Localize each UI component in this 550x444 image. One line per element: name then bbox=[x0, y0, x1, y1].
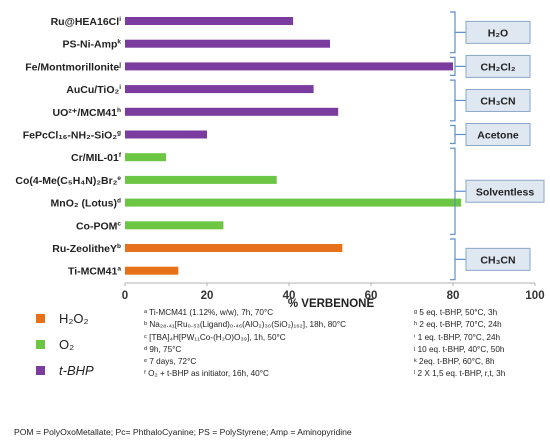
x-axis-title: % VERBENONE bbox=[288, 298, 375, 310]
note-d: ᵈ 9h, 75°C bbox=[144, 344, 182, 354]
conditions-notes-right: ᵍ 5 eq. t-BHP, 50°C, 3h ʰ 2 eq. t-BHP, 7… bbox=[414, 307, 550, 381]
category-label-2: Fe/Montmorillonitej bbox=[25, 61, 121, 73]
solvent-bracket-5 bbox=[450, 238, 456, 281]
solvent-box-3 bbox=[465, 123, 531, 146]
note-j: ʲ 10 eq. t-BHP, 40°C, 50h bbox=[414, 344, 505, 354]
note-b: ᵇ Na₂₈.₄₁[Ru₀.₅₃(Ligand)₀.₄₆(AlO₂)₃₀(SiO… bbox=[144, 320, 347, 330]
legend-label-o2: O₂ bbox=[59, 336, 75, 352]
category-label-4: UO²⁺/MCM41h bbox=[53, 107, 121, 119]
x-tick-label-2: 40 bbox=[283, 290, 296, 302]
solvent-label-5: CH₃CN bbox=[480, 254, 515, 266]
x-tick-label-1: 20 bbox=[201, 290, 214, 302]
note-c: ᶜ [TBA]₄H[PW₁₁Co-(H₂O)O₃₉], 1h, 50°C bbox=[144, 332, 286, 342]
note-l: ˡ 2 X 1,5 eq. t-BHP, r,t, 3h bbox=[414, 369, 506, 379]
legend-item-tbhp: t-BHP bbox=[36, 357, 126, 383]
bars-layer bbox=[125, 17, 462, 275]
solvent-label-2: CH₃CN bbox=[480, 95, 515, 107]
note-h: ʰ 2 eq. t-BHP, 70°C, 24h bbox=[414, 320, 502, 330]
solvent-bracket-3 bbox=[450, 124, 456, 145]
bar-0 bbox=[125, 17, 294, 25]
note-i: ⁱ 1 eq. t-BHP, 70°C, 24h bbox=[414, 332, 501, 342]
legend-label-tbhp: t-BHP bbox=[59, 362, 94, 378]
x-tick-label-5: 100 bbox=[525, 290, 544, 302]
note-g: ᵍ 5 eq. t-BHP, 50°C, 3h bbox=[414, 308, 498, 317]
bar-4 bbox=[125, 107, 339, 116]
solvent-box-4 bbox=[465, 179, 545, 203]
bar-10 bbox=[125, 244, 343, 252]
conditions-notes-left: ᵃ Ti-MCM41 (1.12%, w/w), 7h, 70°C ᵇ Na₂₈… bbox=[144, 307, 434, 381]
x-tick-label-0: 0 bbox=[122, 290, 128, 302]
legend-swatch-h2o2 bbox=[36, 313, 45, 323]
abbreviations-footnote: POM = PolyOxoMetallate; Pc= PhthaloCyani… bbox=[14, 427, 352, 437]
solvent-label-3: Acetone bbox=[477, 130, 519, 142]
bar-1 bbox=[125, 39, 330, 48]
bar-8 bbox=[125, 198, 462, 207]
x-tick-label-4: 80 bbox=[447, 290, 460, 302]
solvent-box-1 bbox=[465, 54, 531, 78]
note-e: ᵉ 7 days, 72°C bbox=[144, 357, 197, 367]
category-label-0: Ru@HEA16Cli bbox=[51, 16, 122, 28]
category-label-9: Co-POMc bbox=[76, 220, 121, 232]
note-a: ᵃ Ti-MCM41 (1.12%, w/w), 7h, 70°C bbox=[144, 308, 274, 317]
x-axis-layer: 0 20 40 60 80 100 % VERBENONE bbox=[122, 282, 545, 310]
solvent-bracket-2 bbox=[450, 79, 456, 122]
verbenone-bar-chart: Ru@HEA16Cli PS-Ni-Ampk Fe/Montmorillonitej… bbox=[15, 11, 545, 310]
solvent-groups-layer: H₂O CH₂Cl₂ CH₃CN Acetone Solventless CH₃CN bbox=[450, 11, 545, 281]
solvent-label-4: Solventless bbox=[476, 186, 535, 198]
bar-5 bbox=[125, 130, 207, 139]
category-label-3: AuCu/TiO₂i bbox=[66, 84, 121, 96]
category-label-6: Cr/MIL-01f bbox=[71, 152, 122, 164]
solvent-bracket-4 bbox=[450, 147, 456, 235]
note-k: ᵏ 2eq. t-BHP, 60°C, 8h bbox=[414, 357, 495, 367]
solvent-box-5 bbox=[465, 247, 531, 271]
category-label-11: Ti-MCM41a bbox=[68, 266, 121, 278]
category-label-8: MnO₂ (Lotus)d bbox=[51, 198, 121, 210]
solvent-label-0: H₂O bbox=[488, 27, 508, 39]
legend-item-h2o2: H₂O₂ bbox=[36, 305, 126, 331]
legend: H₂O₂ O₂ t-BHP bbox=[36, 305, 126, 383]
legend-swatch-tbhp bbox=[36, 365, 45, 375]
category-labels-layer: Ru@HEA16Cli PS-Ni-Ampk Fe/Montmorillonitej… bbox=[15, 16, 121, 278]
legend-item-o2: O₂ bbox=[36, 331, 126, 357]
category-label-5: FePcCl₁₆-NH₂-SiO₂g bbox=[23, 130, 121, 142]
bar-11 bbox=[125, 266, 179, 275]
solvent-box-0 bbox=[465, 20, 531, 44]
category-label-10: Ru-ZeolitheYb bbox=[52, 243, 121, 255]
category-label-7: Co(4-Me(C₅H₄N)₂Br₂e bbox=[15, 175, 121, 187]
bar-9 bbox=[125, 221, 224, 230]
bar-6 bbox=[125, 153, 166, 162]
bar-2 bbox=[125, 62, 453, 71]
bar-3 bbox=[125, 85, 314, 94]
solvent-label-1: CH₂Cl₂ bbox=[481, 61, 516, 73]
note-f: ᶠ O₂ + t-BHP as initiator, 16h, 40°C bbox=[144, 369, 269, 379]
bar-7 bbox=[125, 175, 277, 184]
legend-swatch-o2 bbox=[36, 339, 45, 349]
solvent-box-2 bbox=[465, 88, 531, 112]
legend-label-h2o2: H₂O₂ bbox=[59, 310, 89, 326]
solvent-bracket-0 bbox=[450, 11, 456, 54]
category-label-1: PS-Ni-Ampk bbox=[63, 39, 122, 51]
x-tick-label-3: 60 bbox=[365, 290, 378, 302]
